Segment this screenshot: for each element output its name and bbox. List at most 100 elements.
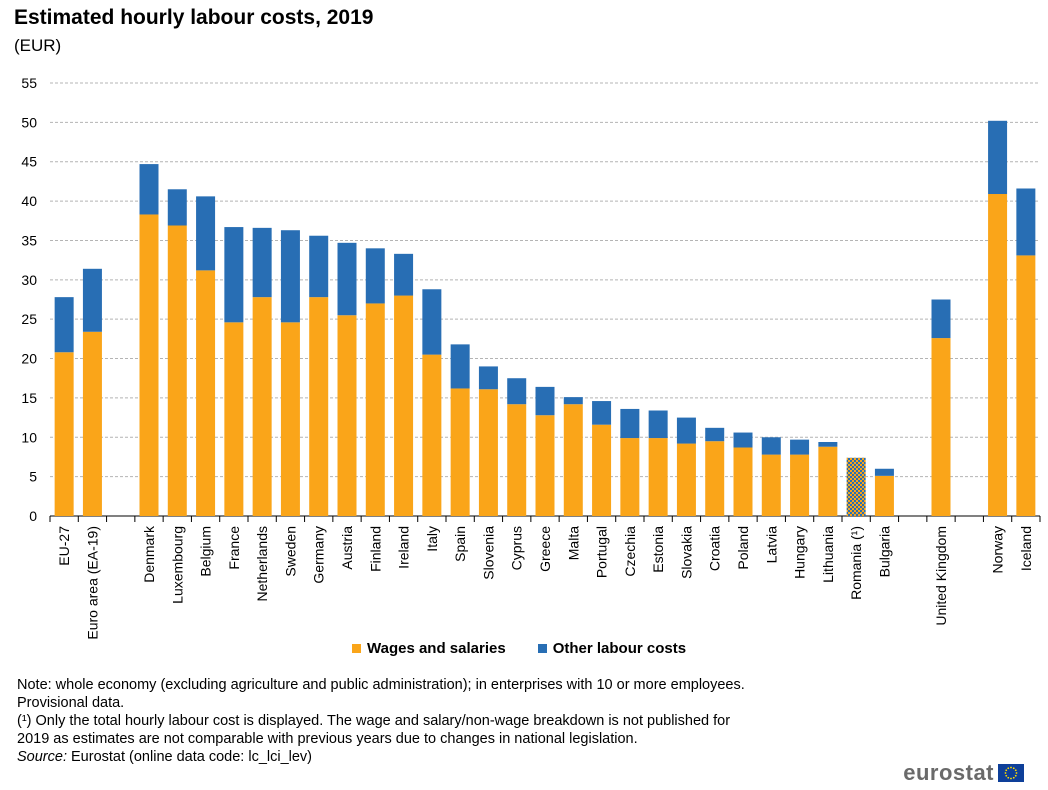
bar-other [280, 230, 300, 323]
x-tick-label: Czechia [622, 526, 638, 577]
bar-wages [563, 404, 583, 516]
y-tick-label: 30 [21, 272, 37, 288]
bar-wages [733, 447, 753, 516]
x-tick-label: Denmark [141, 525, 157, 583]
bar-other [478, 366, 498, 390]
y-tick-label: 55 [21, 75, 37, 91]
bar-other [394, 253, 414, 296]
chart-title: Estimated hourly labour costs, 2019 [14, 6, 374, 29]
chart-subtitle: (EUR) [14, 36, 62, 55]
bar-other [450, 344, 470, 389]
bar-other [337, 242, 357, 316]
bar-wages [818, 446, 838, 516]
bar-wages [988, 194, 1008, 517]
bar-wages [252, 297, 272, 516]
bar-other [422, 289, 442, 355]
x-tick-label: Norway [990, 526, 1006, 573]
y-tick-label: 40 [21, 193, 37, 209]
x-tick-label: Poland [735, 526, 751, 570]
x-tick-label: United Kingdom [933, 526, 949, 626]
bar-wages [705, 441, 725, 516]
bar-other [167, 189, 187, 226]
legend-item-other: Other labour costs [537, 640, 687, 657]
note-line-3: (¹) Only the total hourly labour cost is… [17, 713, 731, 729]
bar-other [252, 227, 272, 298]
note-line-2: Provisional data. [17, 695, 125, 711]
x-tick-label: EU-27 [56, 526, 72, 566]
notes: Note: whole economy (excluding agricultu… [17, 676, 837, 766]
bar-wages [676, 443, 696, 516]
bar-other [733, 432, 753, 448]
x-tick-label: Luxembourg [169, 526, 185, 604]
legend-label-wages: Wages and salaries [367, 640, 506, 657]
bar-wages [535, 415, 555, 516]
bar-wages [139, 214, 159, 516]
bar-other [988, 120, 1008, 195]
x-tick-label: Estonia [650, 526, 666, 573]
bar-other [196, 196, 216, 271]
x-tick-label: Finland [367, 526, 383, 572]
y-tick-label: 45 [21, 154, 37, 170]
x-tick-label: Malta [565, 526, 581, 560]
bar-other [54, 297, 74, 353]
bar-wages [309, 297, 329, 516]
legend-swatch-other [537, 644, 547, 653]
bar-wages [450, 388, 470, 516]
legend-item-wages: Wages and salaries [352, 640, 506, 657]
bar-other [535, 386, 555, 416]
x-tick-label: Spain [452, 526, 468, 562]
x-tick-label: Bulgaria [876, 526, 892, 578]
x-tick-label: Netherlands [254, 526, 270, 602]
legend-label-other: Other labour costs [552, 640, 687, 657]
bar-other [874, 468, 894, 476]
x-tick-label: Iceland [1018, 526, 1034, 571]
bar-other [705, 427, 725, 442]
bar-other [365, 248, 385, 304]
bar-wages [620, 438, 640, 516]
bar-other [620, 408, 640, 439]
x-tick-label: Slovenia [480, 526, 496, 580]
x-tick-label: Hungary [792, 526, 808, 579]
bar-total [846, 457, 866, 516]
x-tick-label: Cyprus [509, 526, 525, 570]
bar-other [818, 441, 838, 447]
logo-text: eurostat [903, 760, 994, 785]
y-tick-label: 25 [21, 311, 37, 327]
y-tick-label: 20 [21, 351, 37, 367]
bar-wages [167, 225, 187, 516]
source-line: Source: Eurostat (online data code: lc_l… [17, 748, 837, 766]
bar-wages [761, 454, 781, 516]
bar-chart: 0 5 10 15 20 25 30 35 40 45 50 55 EU-27 Euro area (EA… [21, 75, 1041, 640]
bar-wages [648, 438, 668, 516]
x-tick-label: Lithuania [820, 526, 836, 583]
y-tick-label: 15 [21, 390, 37, 406]
x-tick-label: Romania (¹) [848, 526, 864, 600]
bar-other [676, 417, 696, 444]
bar-other [507, 378, 527, 405]
bar-other [139, 164, 159, 215]
bar-other [563, 397, 583, 405]
y-tick-label: 50 [21, 114, 37, 130]
x-tick-label: Belgium [198, 526, 214, 577]
bar-wages [224, 322, 244, 516]
bar-wages [365, 303, 385, 516]
x-tick-label: Portugal [594, 526, 610, 578]
source-text: Eurostat (online data code: lc_lci_lev) [66, 749, 313, 765]
bar-wages [1016, 255, 1036, 516]
x-tick-label: Germany [311, 526, 327, 584]
y-tick-label: 5 [29, 469, 37, 485]
x-tick-label: Euro area (EA-19) [84, 526, 100, 640]
bar-other [224, 227, 244, 323]
bar-wages [394, 295, 414, 516]
eurostat-logo: eurostat [903, 760, 1024, 786]
source-label: Source: [17, 749, 67, 765]
bar-wages [507, 404, 527, 516]
bar-wages [874, 475, 894, 516]
x-tick-label: Austria [339, 526, 355, 570]
legend: Wages and salaries Other labour costs [352, 640, 686, 657]
bar-wages [337, 315, 357, 516]
x-tick-label: France [226, 526, 242, 570]
bar-wages [54, 352, 74, 516]
note-line-4: 2019 as estimates are not comparable wit… [17, 731, 638, 747]
x-tick-label: Sweden [282, 526, 298, 577]
